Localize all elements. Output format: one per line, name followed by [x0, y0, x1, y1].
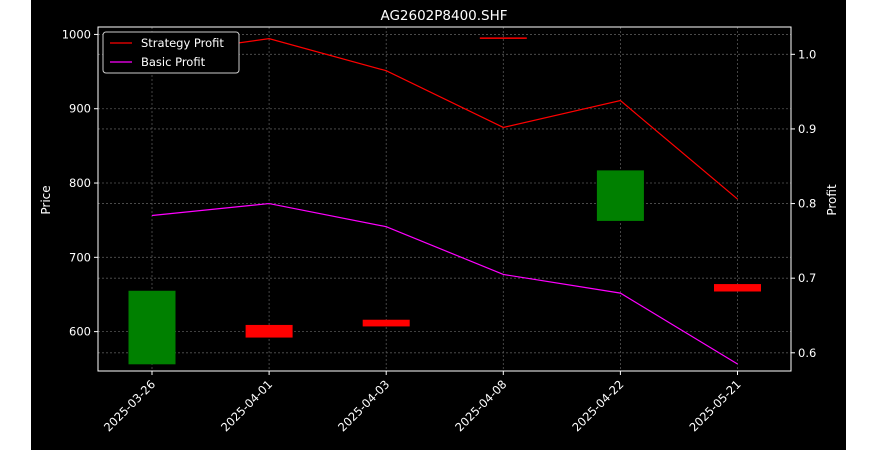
x-axis: 2025-03-26 2025-04-01 2025-04-03 2025-04-08…: [101, 371, 744, 434]
legend-box: [102, 31, 240, 74]
candle-2025-04-08: [479, 37, 527, 39]
candle-2025-04-03: [362, 319, 410, 327]
plot-frame: [97, 26, 792, 372]
x-tick-label: 2025-04-08: [452, 377, 509, 434]
candle-2025-05-21: [714, 284, 761, 292]
legend: Strategy Profit Basic Profit: [102, 31, 240, 74]
right-tick-label: 0.6: [798, 346, 816, 360]
left-tick-label: 800: [69, 176, 91, 190]
right-tick-label: 0.8: [798, 197, 816, 211]
x-tick-label: 2025-04-03: [335, 377, 392, 434]
candle-2025-04-22: [596, 170, 644, 221]
left-tick-label: 900: [69, 102, 91, 116]
line-strategy-profit: [151, 38, 738, 200]
grid: [98, 27, 791, 371]
candlesticks: [128, 37, 761, 365]
x-tick-label: 2025-03-26: [101, 377, 158, 434]
right-tick-label: 1.0: [798, 47, 816, 61]
line-basic-profit: [151, 202, 738, 365]
legend-label-basic-profit: Basic Profit: [141, 55, 206, 69]
x-tick-label: 2025-04-22: [569, 377, 626, 434]
legend-label-strategy-profit: Strategy Profit: [141, 36, 224, 50]
x-tick-label: 2025-05-21: [686, 377, 743, 434]
profit-lines: [151, 38, 738, 365]
left-y-axis: 600 700 800 900 1000: [62, 27, 98, 339]
x-tick-label: 2025-04-01: [218, 377, 275, 434]
left-tick-label: 1000: [62, 27, 91, 41]
candle-2025-04-01: [245, 324, 293, 338]
right-y-axis: 0.6 0.7 0.8 0.9 1.0: [791, 47, 816, 360]
left-tick-label: 600: [69, 325, 91, 339]
left-tick-label: 700: [69, 250, 91, 264]
right-y-axis-label: Profit: [825, 184, 839, 216]
right-tick-label: 0.7: [798, 271, 816, 285]
candle-2025-03-26: [128, 290, 176, 365]
chart-figure: AG2602P8400.SHF 600 700 800 900 1000 0.6 0.7 0…: [31, 0, 846, 450]
left-y-axis-label: Price: [39, 185, 53, 214]
right-tick-label: 0.9: [798, 122, 816, 136]
chart-title: AG2602P8400.SHF: [380, 8, 507, 24]
